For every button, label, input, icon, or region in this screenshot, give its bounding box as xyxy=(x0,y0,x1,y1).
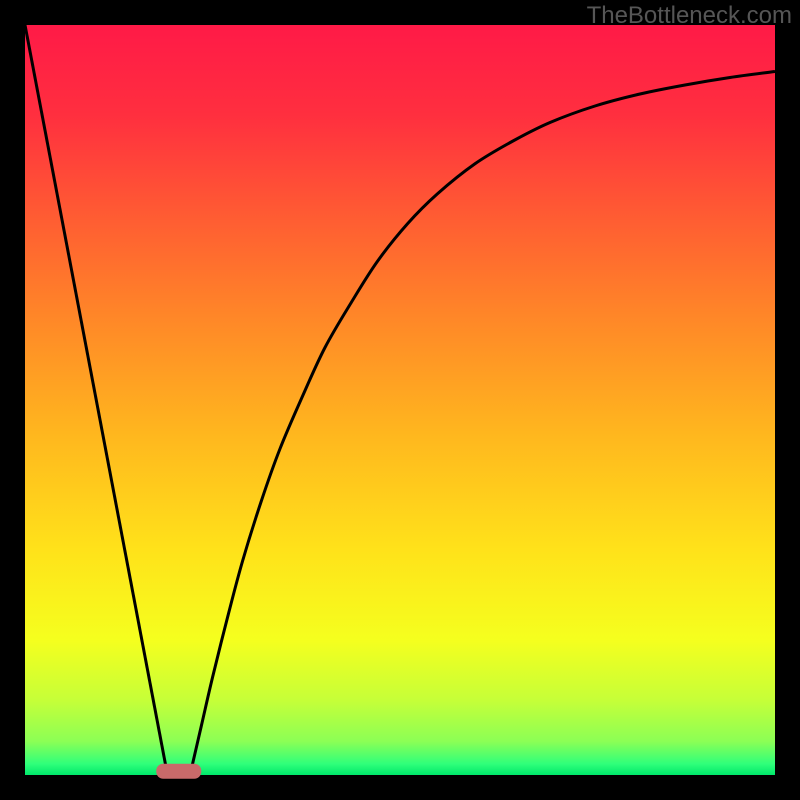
optimum-marker xyxy=(156,764,201,779)
chart-svg xyxy=(0,0,800,800)
chart-plot-area xyxy=(25,25,775,775)
bottleneck-chart: TheBottleneck.com xyxy=(0,0,800,800)
